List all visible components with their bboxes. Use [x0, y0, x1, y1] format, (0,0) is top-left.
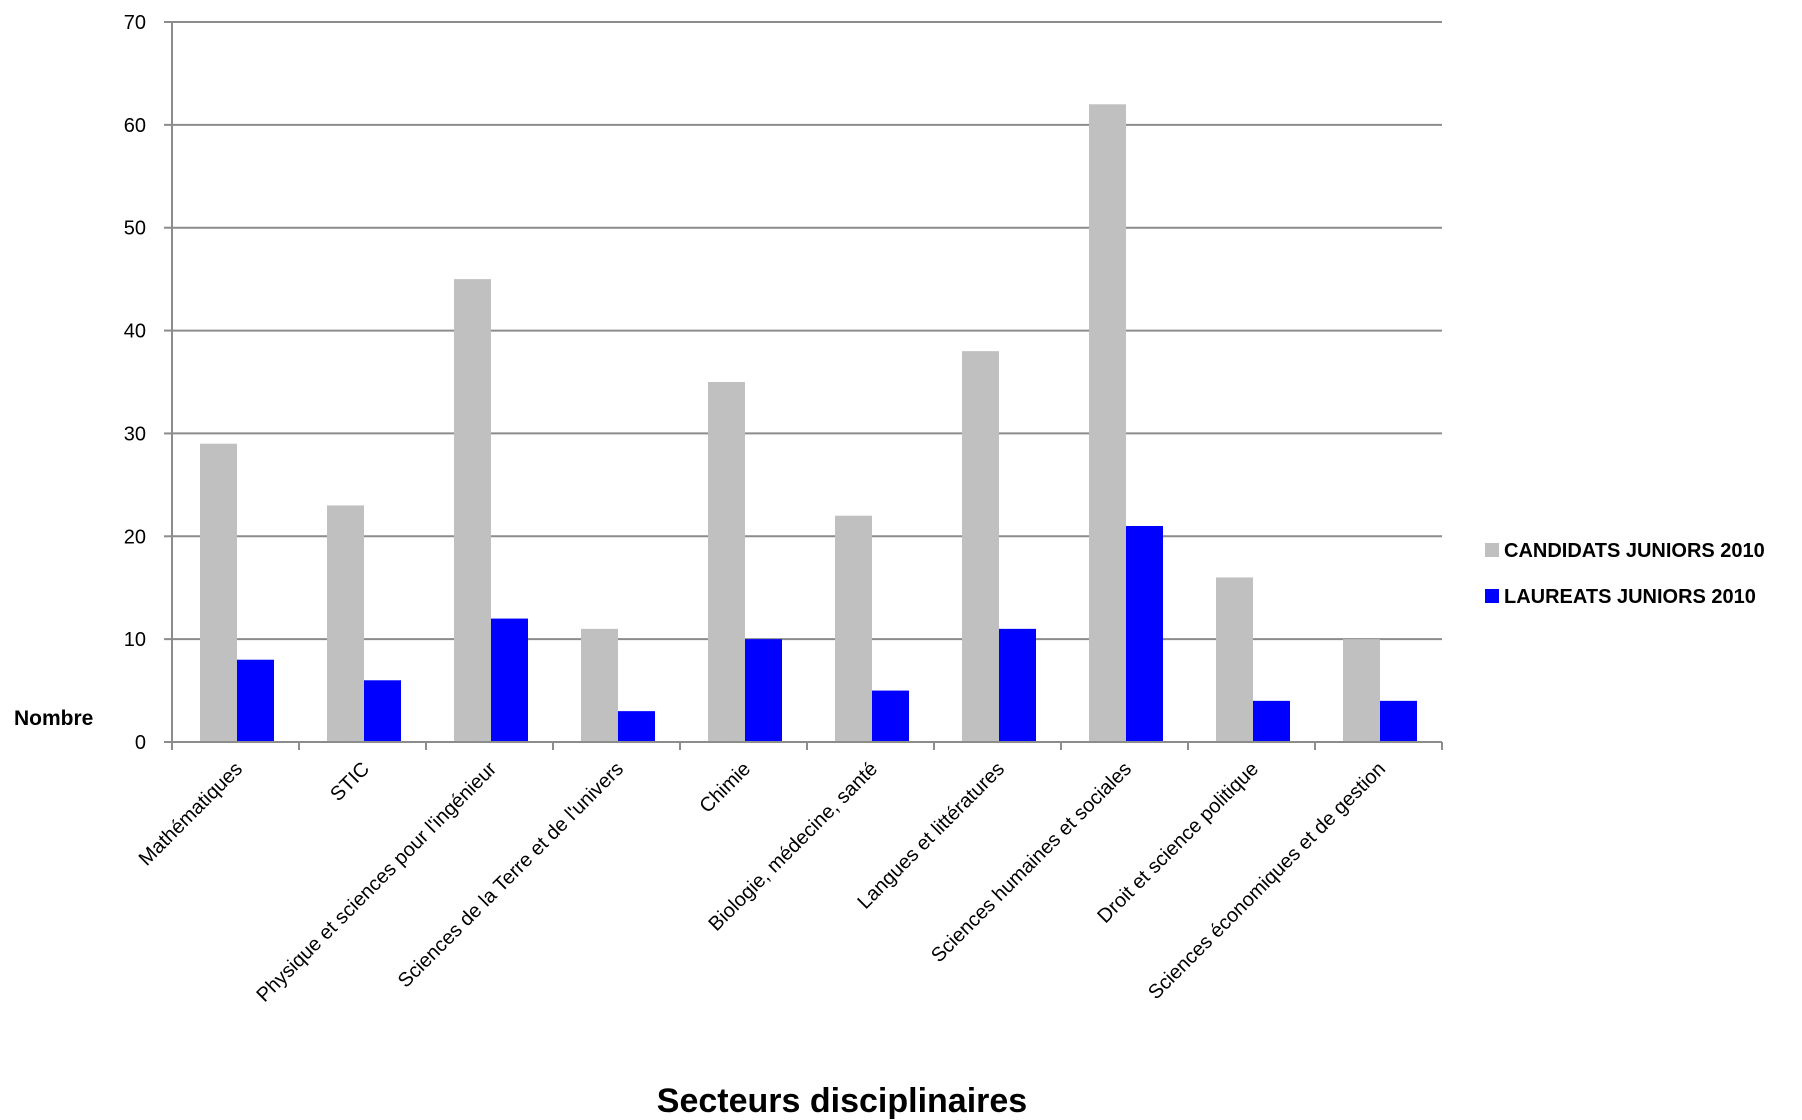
x-tick-label: Sciences de la Terre et de l'univers [394, 758, 628, 992]
legend: CANDIDATS JUNIORS 2010 LAUREATS JUNIORS 2… [1485, 540, 1765, 608]
bars [200, 104, 1417, 743]
bar-candidats [581, 628, 618, 742]
bar-candidats [327, 505, 364, 742]
bar-candidats [708, 382, 745, 742]
y-tick-label: 40 [124, 321, 146, 343]
bar-candidats [835, 515, 872, 742]
bar-laureats [1126, 526, 1163, 742]
x-tick-label: Sciences humaines et sociales [927, 758, 1136, 967]
bar-laureats [745, 639, 782, 742]
y-tick-label: 20 [124, 526, 146, 548]
gridlines [164, 21, 1442, 743]
y-tick-label: 50 [124, 218, 146, 240]
bar-laureats [237, 659, 274, 742]
x-tick-label: Langues et littératures [854, 758, 1009, 913]
x-tick-label: Physique et sciences pour l'ingénieur [252, 758, 501, 1007]
y-tick-labels: 0 10 20 30 40 50 60 70 [124, 12, 146, 754]
y-tick-label: 70 [124, 12, 146, 34]
legend-label: LAUREATS JUNIORS 2010 [1504, 586, 1756, 608]
bar-candidats [962, 351, 999, 742]
bar-candidats [454, 279, 491, 742]
y-axis-label: Nombre [14, 707, 93, 730]
x-tick-label: Chimie [695, 758, 755, 818]
bar-candidats [1216, 577, 1253, 742]
y-tick-label: 10 [124, 629, 146, 651]
x-tick-label: STIC [326, 758, 374, 806]
legend-label: CANDIDATS JUNIORS 2010 [1504, 540, 1765, 562]
bar-laureats [491, 618, 528, 742]
y-tick-label: 60 [124, 115, 146, 137]
bar-candidats [1343, 639, 1380, 742]
y-tick-label: 0 [135, 732, 146, 754]
bar-laureats [618, 711, 655, 742]
legend-swatch [1485, 589, 1499, 603]
axes [171, 22, 1443, 750]
bar-candidats [1089, 104, 1126, 743]
bar-laureats [1380, 700, 1417, 742]
bar-laureats [364, 680, 401, 742]
bar-candidats [200, 443, 237, 742]
x-tick-label: Mathématiques [135, 758, 247, 870]
x-axis-label: Secteurs disciplinaires [657, 1082, 1027, 1120]
legend-swatch [1485, 543, 1499, 557]
x-tick-label: Sciences économiques et de gestion [1144, 758, 1390, 1004]
bar-laureats [1253, 700, 1290, 742]
bar-laureats [999, 628, 1036, 742]
bar-laureats [872, 690, 909, 742]
y-tick-label: 30 [124, 423, 146, 445]
